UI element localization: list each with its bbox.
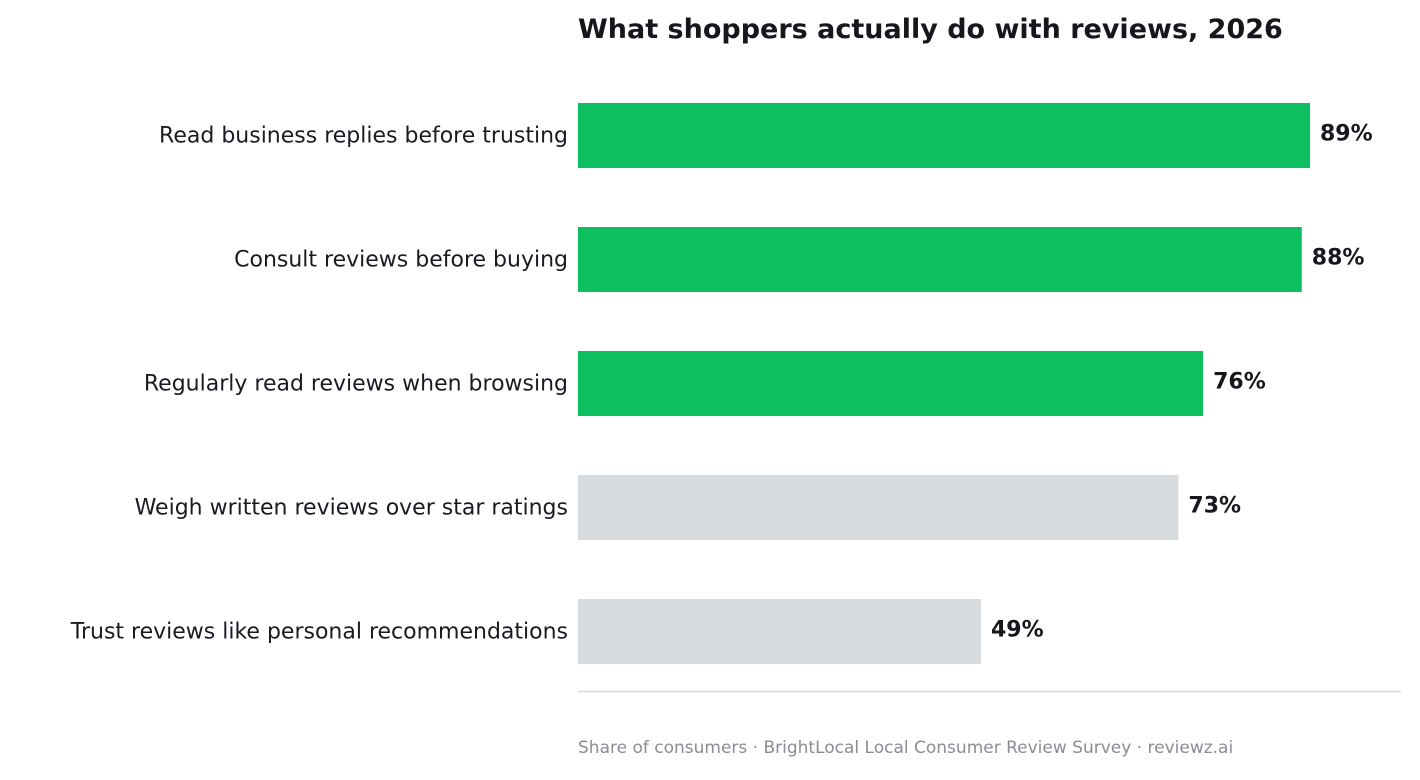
category-labels-layer: Read business replies before trusting Con… [70, 124, 568, 645]
value-labels-layer: 89% 88% 76% 73% 49% [991, 122, 1373, 643]
value-label: 89% [1320, 122, 1373, 147]
value-label: 49% [991, 618, 1044, 643]
bar-4 [578, 475, 1179, 540]
bar-2 [578, 227, 1302, 292]
chart-footnote: Share of consumers · BrightLocal Local C… [578, 738, 1234, 758]
value-label: 88% [1312, 246, 1365, 271]
bars-layer [578, 103, 1310, 664]
category-label: Regularly read reviews when browsing [144, 372, 568, 397]
bar-5 [578, 599, 982, 664]
category-label: Weigh written reviews over star ratings [135, 496, 568, 521]
value-label: 76% [1213, 370, 1266, 395]
category-label: Consult reviews before buying [234, 248, 568, 273]
chart-title: What shoppers actually do with reviews, … [578, 14, 1283, 45]
bar-1 [578, 103, 1310, 168]
value-label: 73% [1188, 494, 1241, 519]
bar-3 [578, 351, 1204, 416]
category-label: Read business replies before trusting [159, 124, 568, 149]
category-label: Trust reviews like personal recommendati… [70, 620, 568, 645]
